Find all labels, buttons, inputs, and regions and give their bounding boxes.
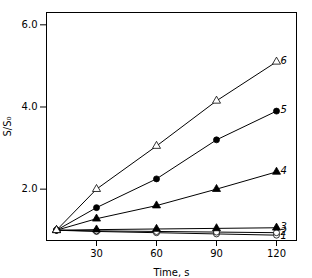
svg-text:6.0: 6.0 bbox=[22, 19, 38, 30]
svg-text:4.0: 4.0 bbox=[22, 101, 38, 112]
svg-text:60: 60 bbox=[150, 248, 163, 259]
svg-text:Time, s: Time, s bbox=[152, 267, 189, 278]
svg-text:90: 90 bbox=[210, 248, 223, 259]
svg-text:S/S₀: S/S₀ bbox=[2, 116, 13, 136]
svg-text:5: 5 bbox=[281, 104, 287, 115]
svg-text:30: 30 bbox=[90, 248, 103, 259]
svg-text:4: 4 bbox=[281, 165, 287, 176]
svg-text:120: 120 bbox=[267, 248, 286, 259]
svg-text:3: 3 bbox=[281, 221, 287, 232]
svg-text:6: 6 bbox=[281, 55, 287, 66]
svg-text:2.0: 2.0 bbox=[22, 183, 38, 194]
